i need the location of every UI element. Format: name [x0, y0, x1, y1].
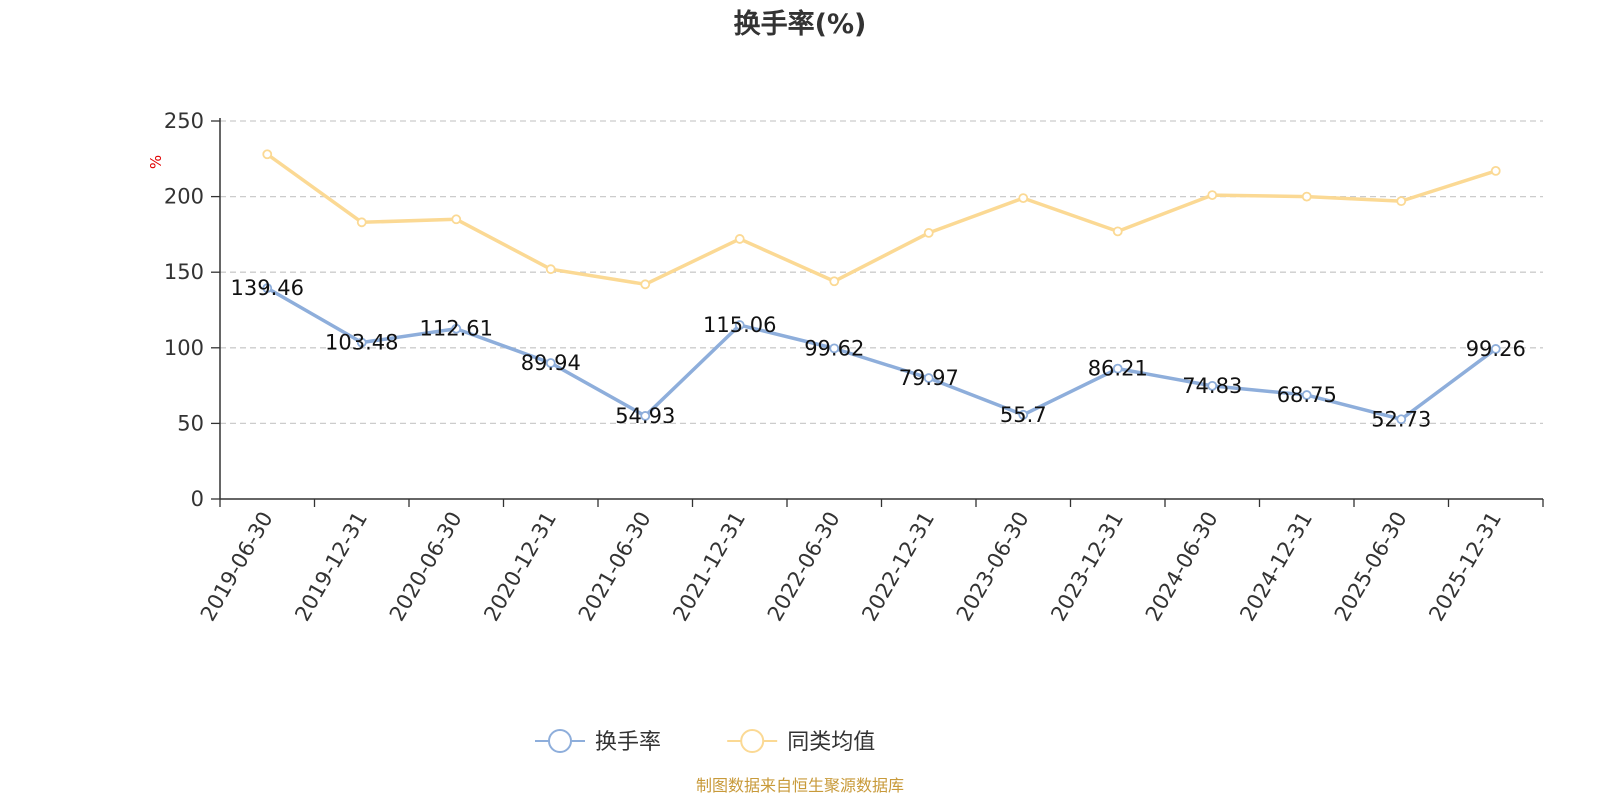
data-point — [262, 149, 273, 160]
y-tick-label: 50 — [177, 411, 204, 435]
data-point — [923, 227, 934, 238]
data-point — [640, 411, 651, 421]
data-point — [545, 264, 556, 275]
x-tick-label: 2019-06-30 — [196, 508, 278, 626]
data-point — [1018, 409, 1029, 420]
series-lines — [262, 149, 1501, 425]
x-tick-label: 2019-12-31 — [290, 508, 372, 626]
data-point — [923, 373, 934, 383]
data-label: 54.93 — [615, 404, 675, 428]
data-point — [829, 343, 840, 354]
data-label: 79.97 — [899, 366, 959, 390]
data-point — [1018, 193, 1029, 204]
x-tick-label: 2022-06-30 — [763, 508, 845, 626]
y-axis-unit: % — [147, 155, 165, 169]
x-tick-label: 2024-12-31 — [1235, 508, 1317, 626]
x-tick-label: 2020-06-30 — [385, 508, 467, 626]
data-point — [1207, 190, 1218, 200]
data-label: 55.7 — [1000, 403, 1047, 427]
source-note: 制图数据来自恒生聚源数据库 — [696, 776, 904, 795]
data-point — [545, 358, 556, 368]
legend[interactable]: 换手率 同类均值 — [535, 729, 875, 755]
data-point — [1396, 196, 1407, 207]
data-point — [1301, 390, 1312, 400]
x-tick-label: 2023-06-30 — [952, 508, 1034, 626]
legend-label: 换手率 — [595, 730, 661, 755]
data-point — [451, 214, 462, 225]
data-point — [1207, 380, 1218, 391]
data-label: 99.26 — [1466, 337, 1526, 361]
legend-item-1[interactable]: 同类均值 — [727, 729, 875, 755]
data-label: 86.21 — [1088, 357, 1148, 381]
data-label: 115.06 — [703, 313, 776, 337]
y-tick-label: 0 — [191, 487, 204, 511]
legend-item-0[interactable]: 换手率 — [535, 729, 661, 755]
data-label: 68.75 — [1277, 383, 1337, 407]
data-point — [829, 276, 840, 287]
series-line-0 — [266, 286, 1497, 422]
data-point — [734, 320, 745, 330]
legend-label: 同类均值 — [787, 730, 875, 755]
data-label: 89.94 — [521, 351, 581, 375]
x-tick-label: 2021-06-30 — [574, 508, 656, 626]
data-point — [1396, 414, 1407, 425]
legend-swatch-marker — [740, 729, 765, 753]
x-tick-label: 2020-12-31 — [479, 508, 561, 626]
data-label: 99.62 — [804, 336, 864, 360]
data-point — [262, 283, 273, 294]
data-label: 103.48 — [325, 331, 398, 355]
y-tick-label: 200 — [164, 185, 204, 209]
legend-swatch-marker — [548, 729, 572, 753]
data-label: 74.83 — [1182, 374, 1242, 398]
data-point — [1490, 165, 1501, 176]
x-tick-label: 2025-12-31 — [1424, 508, 1506, 626]
x-tick-label: 2025-06-30 — [1330, 508, 1412, 626]
data-point — [734, 234, 745, 244]
data-point — [1490, 344, 1501, 354]
data-point — [1112, 226, 1123, 237]
data-label: 52.73 — [1371, 407, 1431, 431]
x-tick-label: 2024-06-30 — [1141, 508, 1223, 626]
y-tick-label: 100 — [164, 336, 204, 360]
chart-title: 换手率(%) — [734, 8, 867, 40]
data-labels: 139.46 103.48 112.61 89.94 54.93 115.06 99.62 7… — [231, 276, 1526, 431]
data-label: 139.46 — [231, 276, 304, 300]
data-point — [640, 279, 651, 290]
data-label: 112.61 — [420, 317, 493, 341]
data-point — [1112, 363, 1123, 374]
data-point — [356, 337, 367, 348]
data-point — [1301, 191, 1312, 202]
grid-lines — [220, 120, 1543, 425]
data-point — [356, 217, 367, 228]
x-tick-label: 2022-12-31 — [857, 508, 939, 626]
x-tick-label: 2023-12-31 — [1046, 508, 1128, 626]
series-line-1 — [266, 152, 1497, 287]
data-point — [451, 323, 462, 334]
y-tick-label: 150 — [164, 260, 204, 284]
x-tick-label: 2021-12-31 — [668, 508, 750, 626]
y-tick-label: 250 — [164, 109, 204, 133]
